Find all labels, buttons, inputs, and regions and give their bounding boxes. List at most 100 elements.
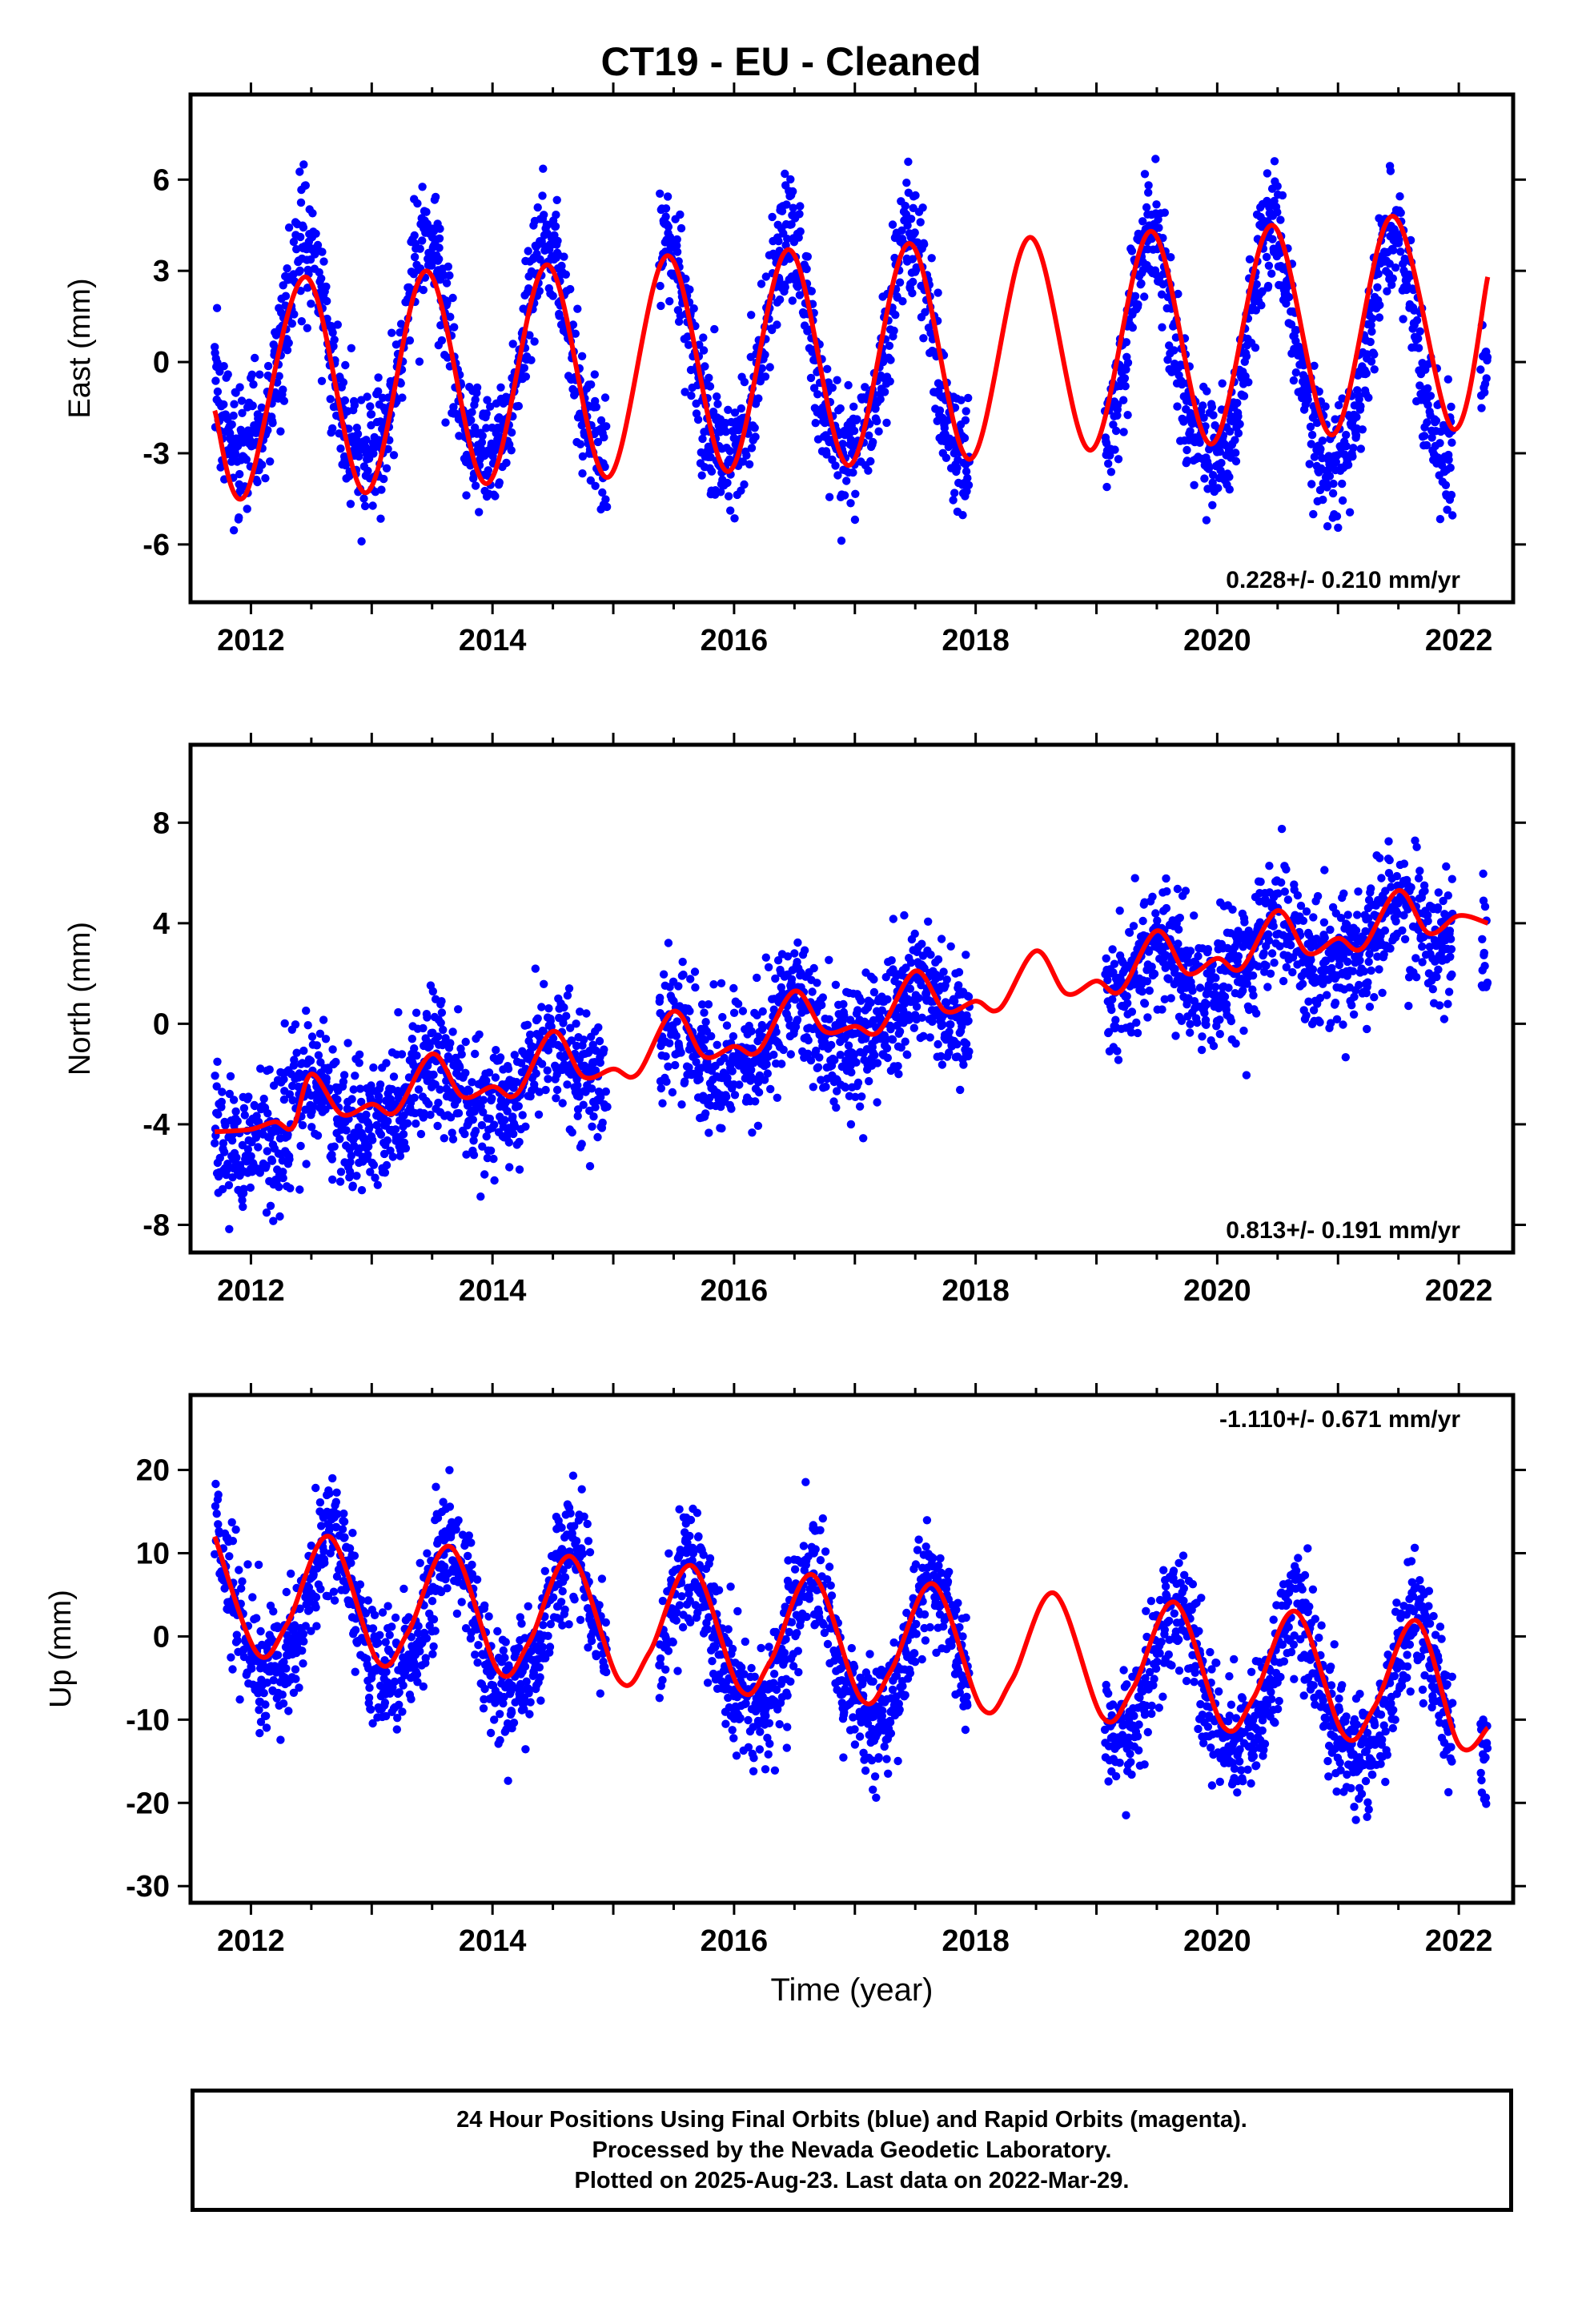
data-point [533, 1014, 542, 1023]
data-point [1265, 862, 1274, 870]
data-point [1351, 926, 1361, 935]
data-point [1267, 269, 1276, 278]
data-point [391, 1125, 400, 1134]
data-point [1387, 883, 1395, 891]
data-point [1122, 365, 1130, 374]
data-point [781, 169, 789, 179]
data-point [1162, 874, 1170, 883]
data-point [1320, 866, 1329, 875]
data-point [551, 222, 560, 231]
data-point [578, 452, 588, 461]
data-point [1342, 430, 1351, 440]
data-point [1287, 320, 1296, 329]
data-point [909, 1023, 919, 1032]
data-point [279, 385, 287, 394]
data-point [1305, 460, 1314, 468]
data-point [1343, 911, 1352, 919]
data-point [255, 370, 264, 379]
data-point [935, 406, 945, 415]
data-point [961, 416, 970, 424]
data-point [800, 946, 809, 955]
data-point [1270, 157, 1279, 166]
data-point [1365, 1003, 1375, 1011]
data-point [1193, 1018, 1202, 1027]
data-point [490, 1120, 499, 1129]
data-point [544, 1004, 553, 1013]
data-point [757, 364, 766, 373]
data-point [897, 1043, 905, 1052]
data-point [212, 304, 222, 312]
data-point [1128, 323, 1138, 332]
data-point [730, 408, 740, 417]
velocity-rate-label: 0.228+/- 0.210 mm/yr [1226, 567, 1460, 593]
data-point [507, 446, 516, 455]
data-point [1234, 951, 1243, 961]
data-point [1423, 916, 1432, 926]
data-point [265, 1065, 274, 1074]
data-point [258, 460, 267, 469]
data-point [1198, 1032, 1207, 1041]
data-point [279, 396, 289, 405]
data-point [1252, 1009, 1261, 1018]
data-point [815, 1053, 824, 1062]
data-point [914, 994, 923, 1003]
data-point [737, 486, 745, 495]
data-point [1231, 456, 1241, 466]
data-point [866, 456, 875, 466]
data-point [1244, 927, 1253, 935]
data-point [445, 271, 454, 280]
data-point [761, 953, 770, 962]
data-point [699, 346, 709, 355]
data-point [673, 235, 681, 244]
data-point [831, 461, 840, 470]
data-point [724, 405, 733, 414]
data-point [781, 283, 789, 292]
data-point [1380, 926, 1390, 935]
data-point [1313, 891, 1323, 901]
data-point [1143, 1013, 1152, 1022]
data-point [740, 377, 749, 387]
data-point [328, 1045, 337, 1054]
data-point [1199, 401, 1207, 410]
data-point [1423, 384, 1432, 393]
data-point [726, 506, 735, 515]
data-point [761, 350, 769, 360]
data-point [482, 424, 491, 432]
data-point [1428, 985, 1438, 994]
data-point [231, 450, 240, 459]
data-point [705, 382, 715, 391]
data-point [525, 331, 534, 340]
y-tick-label: 6 [153, 163, 170, 197]
data-point [1202, 516, 1211, 525]
data-point [1389, 246, 1398, 255]
data-point [469, 1151, 479, 1160]
data-point [596, 1092, 605, 1102]
data-point [371, 1173, 379, 1182]
data-point [1303, 395, 1312, 404]
data-point [963, 473, 972, 483]
data-point [861, 383, 869, 392]
data-point [840, 491, 849, 500]
data-point [1162, 887, 1171, 896]
data-point [1234, 412, 1243, 421]
data-point [319, 1015, 328, 1024]
data-point [303, 283, 312, 292]
data-point [1441, 480, 1451, 489]
data-point [543, 1066, 552, 1075]
data-point [717, 488, 725, 497]
data-point [287, 319, 296, 328]
data-point [697, 1000, 707, 1009]
data-point [1186, 947, 1195, 955]
data-point [1332, 512, 1342, 521]
data-point [408, 1035, 416, 1043]
data-point [964, 1016, 973, 1026]
data-point [462, 491, 471, 500]
data-point [1251, 306, 1261, 315]
data-point [687, 391, 696, 400]
model-fit-line [212, 213, 1491, 501]
data-point [307, 1123, 316, 1132]
data-point [1147, 963, 1156, 971]
data-point [572, 1041, 581, 1051]
data-point [449, 403, 458, 412]
data-point [600, 1045, 608, 1054]
